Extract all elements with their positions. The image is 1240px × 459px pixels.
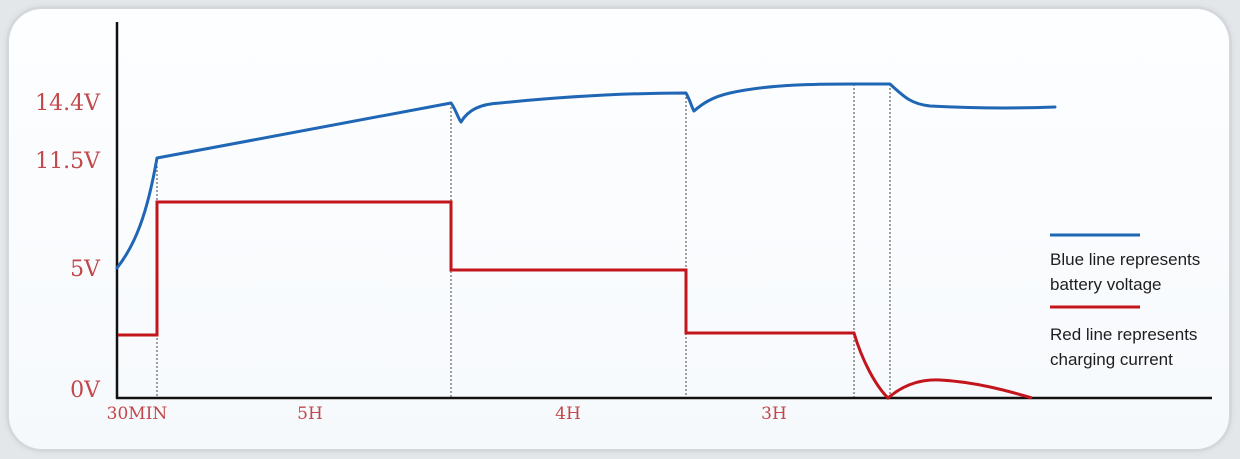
y-tick-label: 5V [70, 257, 101, 282]
legend-voltage-label: Blue line represents [1050, 250, 1200, 269]
x-tick-label: 3H [761, 404, 787, 424]
legend-current-label: charging current [1050, 350, 1173, 369]
voltage-series-line [115, 82, 1057, 270]
legend-voltage-label: battery voltage [1050, 275, 1162, 294]
y-tick-label: 0V [70, 378, 101, 403]
legend-current-label: Red line represents [1050, 325, 1197, 344]
current-series-line [118, 200, 1033, 401]
x-tick-label: 4H [555, 404, 581, 424]
y-tick-label: 11.5V [35, 149, 101, 174]
y-tick-label: 14.4V [35, 91, 101, 116]
chart-card [6, 6, 1232, 452]
x-tick-label: 5H [297, 404, 323, 424]
x-tick-label: 30MIN [107, 404, 168, 424]
